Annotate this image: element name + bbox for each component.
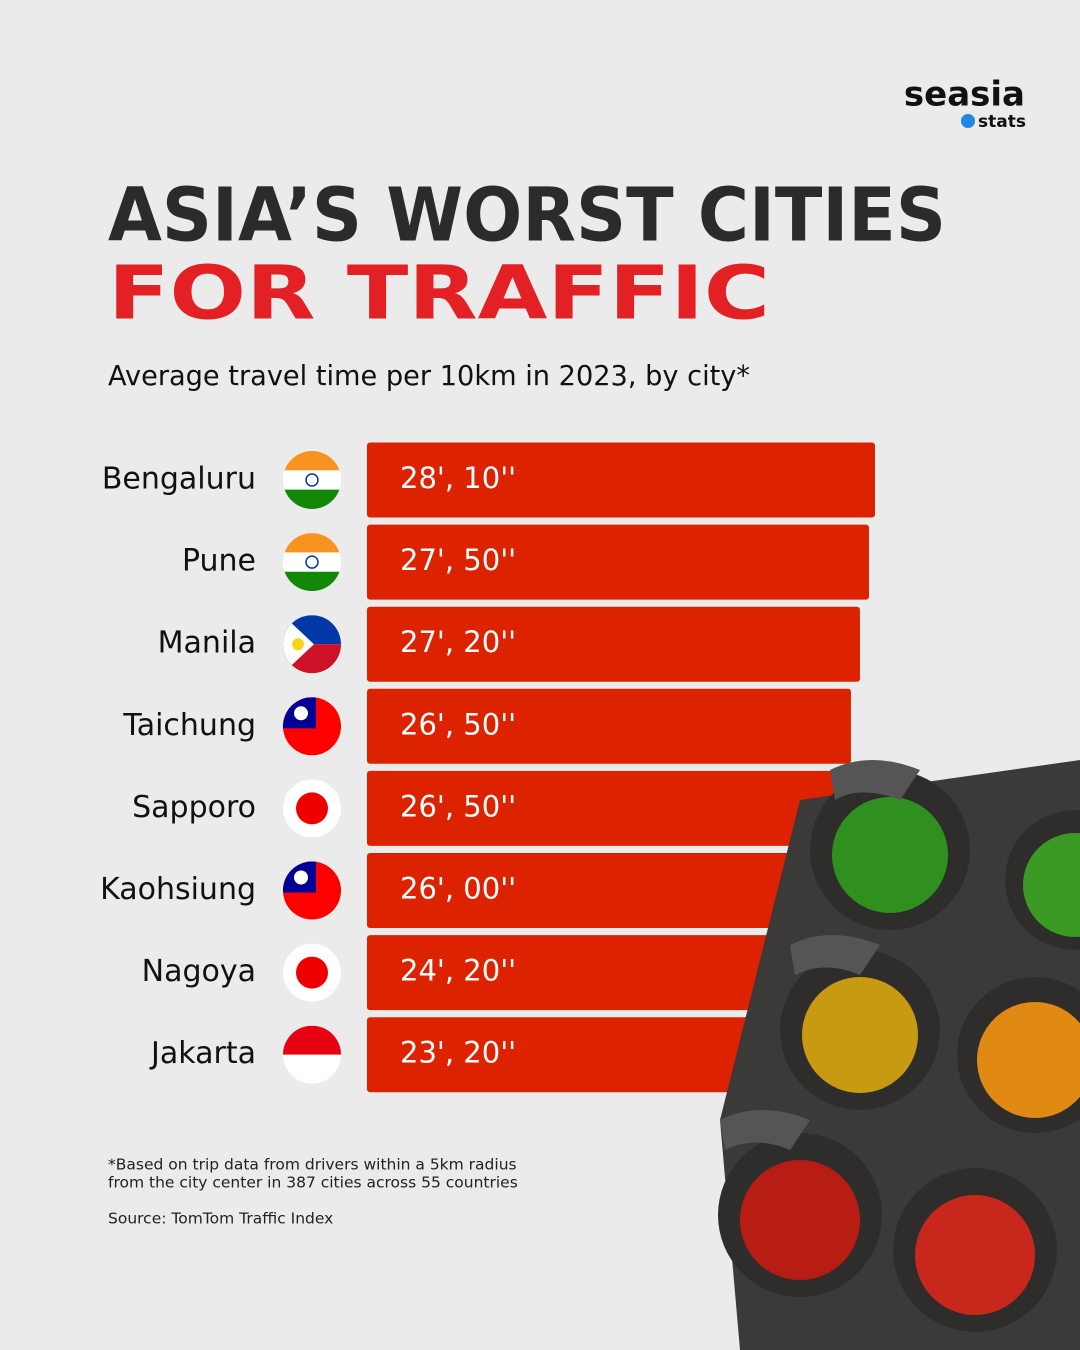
brand-sub: stats xyxy=(978,112,1026,132)
category-label: Nagoya xyxy=(142,954,256,989)
flag-part xyxy=(283,451,341,471)
bar xyxy=(367,442,875,518)
flag-part xyxy=(283,571,341,592)
flag-part xyxy=(294,706,308,721)
brand: seasia xyxy=(904,75,1025,115)
flag xyxy=(283,533,341,592)
flag-part xyxy=(283,489,341,509)
bars: Bengaluru 28', 10'' Pune 27', 50'' Manila 27'… xyxy=(100,442,875,1093)
category-label: Manila xyxy=(158,626,256,661)
value-label: 27', 20'' xyxy=(400,625,516,659)
flag xyxy=(283,861,341,920)
category-label: Kaohsiung xyxy=(100,872,256,907)
value-label: 23', 20'' xyxy=(400,1036,516,1070)
flag-part xyxy=(283,533,341,553)
flag-part xyxy=(305,473,319,487)
flag-body xyxy=(283,779,341,838)
flag xyxy=(283,451,341,509)
bar xyxy=(367,688,851,764)
traffic-light-illustration xyxy=(718,760,1080,1350)
flag-body xyxy=(283,861,341,920)
bar xyxy=(367,606,860,682)
flag-body xyxy=(283,615,341,674)
flag xyxy=(283,615,341,674)
footnote: *Based on trip data from drivers within … xyxy=(108,1156,517,1174)
flag-part xyxy=(294,870,308,885)
category-label: Pune xyxy=(182,544,256,579)
value-label: 27', 50'' xyxy=(400,543,516,577)
bar xyxy=(367,1017,788,1093)
flag-body xyxy=(283,533,341,592)
value-label: 26', 00'' xyxy=(400,872,516,906)
chart-title: ASIA’S WORST CITIES xyxy=(108,173,946,259)
bar xyxy=(367,853,836,928)
flag xyxy=(283,779,341,838)
flag xyxy=(283,697,341,756)
flag-part xyxy=(283,552,341,572)
flag-body xyxy=(283,697,341,756)
flag-part xyxy=(283,470,341,490)
value-label: 26', 50'' xyxy=(400,707,516,741)
flag-part xyxy=(292,638,304,651)
category-label: Taichung xyxy=(122,708,256,743)
flag-part xyxy=(305,555,319,569)
category-label: Sapporo xyxy=(132,790,256,825)
value-label: 28', 10'' xyxy=(400,461,516,495)
category-label: Jakarta xyxy=(149,1036,256,1071)
flag-body xyxy=(283,943,341,1002)
flag-part xyxy=(296,956,328,989)
flag-body xyxy=(283,451,341,509)
flag xyxy=(283,943,341,1002)
footnote: from the city center in 387 cities acros… xyxy=(108,1174,518,1192)
value-label: 26', 50'' xyxy=(400,789,516,823)
value-label: 24', 20'' xyxy=(400,954,516,988)
chart-subtitle: Average travel time per 10km in 2023, by… xyxy=(108,359,750,392)
brand-dot xyxy=(961,114,975,128)
category-label: Bengaluru xyxy=(102,462,256,497)
flag xyxy=(283,1025,341,1084)
bar xyxy=(367,935,806,1011)
bar xyxy=(367,524,869,600)
bar xyxy=(367,770,851,846)
chart-title-line2: FOR TRAFFIC xyxy=(108,251,770,337)
flag-part xyxy=(296,792,328,825)
source: Source: TomTom Traffic Index xyxy=(108,1210,333,1228)
flag-body xyxy=(283,1025,341,1084)
